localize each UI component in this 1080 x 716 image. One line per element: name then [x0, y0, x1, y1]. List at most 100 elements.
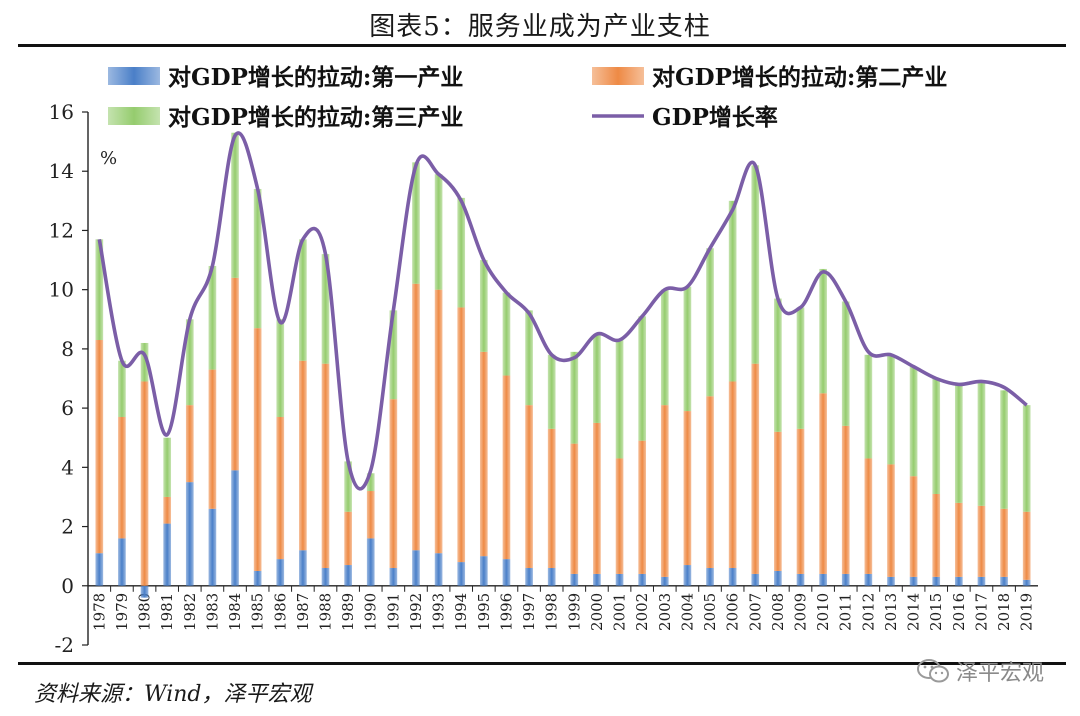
bar-primary-industry — [208, 508, 217, 586]
y-tick-label: 2 — [61, 515, 74, 539]
bar-primary-industry — [434, 553, 443, 586]
y-tick-label: 14 — [49, 159, 74, 183]
x-tick-label: 1981 — [158, 593, 176, 631]
bar-primary-industry — [118, 538, 126, 586]
bar-secondary-industry — [208, 369, 217, 509]
bar-secondary-industry — [638, 440, 647, 574]
bar-primary-industry — [683, 565, 692, 586]
chart-title: 图表5：服务业成为产业支柱 — [369, 12, 711, 42]
bar-secondary-industry — [1022, 511, 1031, 580]
x-tick-label: 1989 — [339, 593, 357, 631]
bar-primary-industry — [660, 576, 669, 586]
bar-primary-industry — [502, 559, 511, 586]
x-tick-label: 2012 — [859, 593, 877, 631]
bar-tertiary-industry — [615, 340, 624, 459]
x-tick-label: 1995 — [475, 593, 493, 631]
legend-swatch — [592, 67, 644, 85]
bar-primary-industry — [864, 573, 873, 586]
bar-tertiary-industry — [593, 334, 601, 423]
bar-secondary-industry — [932, 493, 941, 577]
x-tick-label: 1988 — [317, 593, 335, 631]
bar-tertiary-industry — [457, 197, 466, 308]
bar-secondary-industry — [909, 476, 918, 577]
bar-primary-industry — [1000, 576, 1008, 586]
bar-secondary-industry — [1000, 508, 1008, 577]
x-tick-label: 2006 — [724, 593, 742, 631]
bar-tertiary-industry — [660, 289, 669, 406]
bar-secondary-industry — [525, 405, 533, 569]
bar-primary-industry — [366, 538, 375, 586]
bar-secondary-industry — [321, 363, 330, 569]
x-tick-label: 2001 — [611, 593, 629, 631]
x-tick-label: 2007 — [746, 593, 764, 631]
bar-tertiary-industry — [570, 351, 579, 444]
bar-marks — [95, 132, 1031, 598]
gdp-growth-line — [97, 131, 1028, 491]
x-tick-label: 1985 — [249, 593, 267, 631]
x-tick-label: 1996 — [497, 593, 515, 631]
bar-tertiary-industry — [954, 384, 963, 503]
bar-primary-industry — [796, 573, 805, 586]
bar-primary-industry — [525, 568, 533, 586]
bar-secondary-industry — [366, 491, 375, 539]
bar-secondary-industry — [163, 496, 172, 524]
x-tick-label: 1984 — [226, 593, 244, 631]
bar-tertiary-industry — [751, 165, 760, 364]
source-note: 资料来源：Wind，泽平宏观 — [34, 682, 312, 707]
bar-primary-industry — [185, 482, 194, 586]
bar-secondary-industry — [796, 428, 805, 574]
bar-primary-industry — [570, 573, 579, 586]
y-tick-label: 12 — [49, 218, 74, 242]
bar-tertiary-industry — [841, 301, 850, 426]
y-tick-label: 0 — [61, 574, 74, 598]
bar-primary-industry — [593, 573, 601, 586]
x-tick-label: 2017 — [972, 593, 990, 631]
watermark: 泽平宏观 — [916, 655, 1044, 687]
x-tick-label: 2004 — [678, 593, 696, 631]
bar-primary-industry — [344, 565, 352, 586]
bar-tertiary-industry — [344, 461, 352, 512]
bar-secondary-industry — [774, 431, 782, 571]
bar-primary-industry — [977, 576, 986, 586]
bar-primary-industry — [95, 553, 104, 586]
bar-tertiary-industry — [389, 310, 398, 400]
bar-tertiary-industry — [163, 437, 172, 497]
bar-secondary-industry — [276, 416, 285, 560]
x-tick-label: 1983 — [203, 593, 221, 631]
y-tick-label: 8 — [61, 337, 74, 361]
bar-secondary-industry — [615, 458, 624, 574]
x-tick-label: 1978 — [90, 593, 108, 631]
bar-secondary-industry — [819, 393, 827, 574]
bar-secondary-industry — [841, 425, 850, 574]
bar-secondary-industry — [954, 502, 963, 577]
bar-tertiary-industry — [977, 381, 986, 506]
bar-tertiary-industry — [547, 354, 556, 429]
bar-secondary-industry — [706, 396, 714, 569]
bar-secondary-industry — [434, 289, 443, 554]
line-marks — [97, 131, 1028, 491]
bar-primary-industry — [231, 470, 239, 586]
y-tick-label: 10 — [49, 278, 74, 302]
x-tick-label: 2000 — [588, 593, 606, 631]
x-tick-label: 1990 — [362, 593, 380, 631]
bar-tertiary-industry — [683, 286, 692, 412]
bar-primary-industry — [163, 523, 172, 586]
bar-secondary-industry — [977, 505, 986, 577]
bar-primary-industry — [706, 568, 714, 586]
legend: 对GDP增长的拉动:第一产业 对GDP增长的拉动:第二产业对GDP增长的拉动:第三… — [108, 64, 947, 131]
bar-tertiary-industry — [887, 354, 895, 465]
x-tick-label: 2018 — [995, 593, 1013, 631]
bar-tertiary-industry — [932, 378, 941, 494]
bar-tertiary-industry — [299, 239, 307, 361]
x-tick-label: 2002 — [633, 593, 651, 631]
bar-primary-industry — [457, 562, 466, 586]
bar-secondary-industry — [389, 399, 398, 569]
bar-primary-industry — [932, 576, 941, 586]
bar-tertiary-industry — [185, 319, 194, 406]
x-tick-label: 2011 — [837, 593, 855, 631]
bar-secondary-industry — [95, 340, 104, 554]
bar-primary-industry — [774, 570, 782, 586]
bar-tertiary-industry — [231, 132, 239, 278]
bar-primary-industry — [321, 568, 330, 586]
